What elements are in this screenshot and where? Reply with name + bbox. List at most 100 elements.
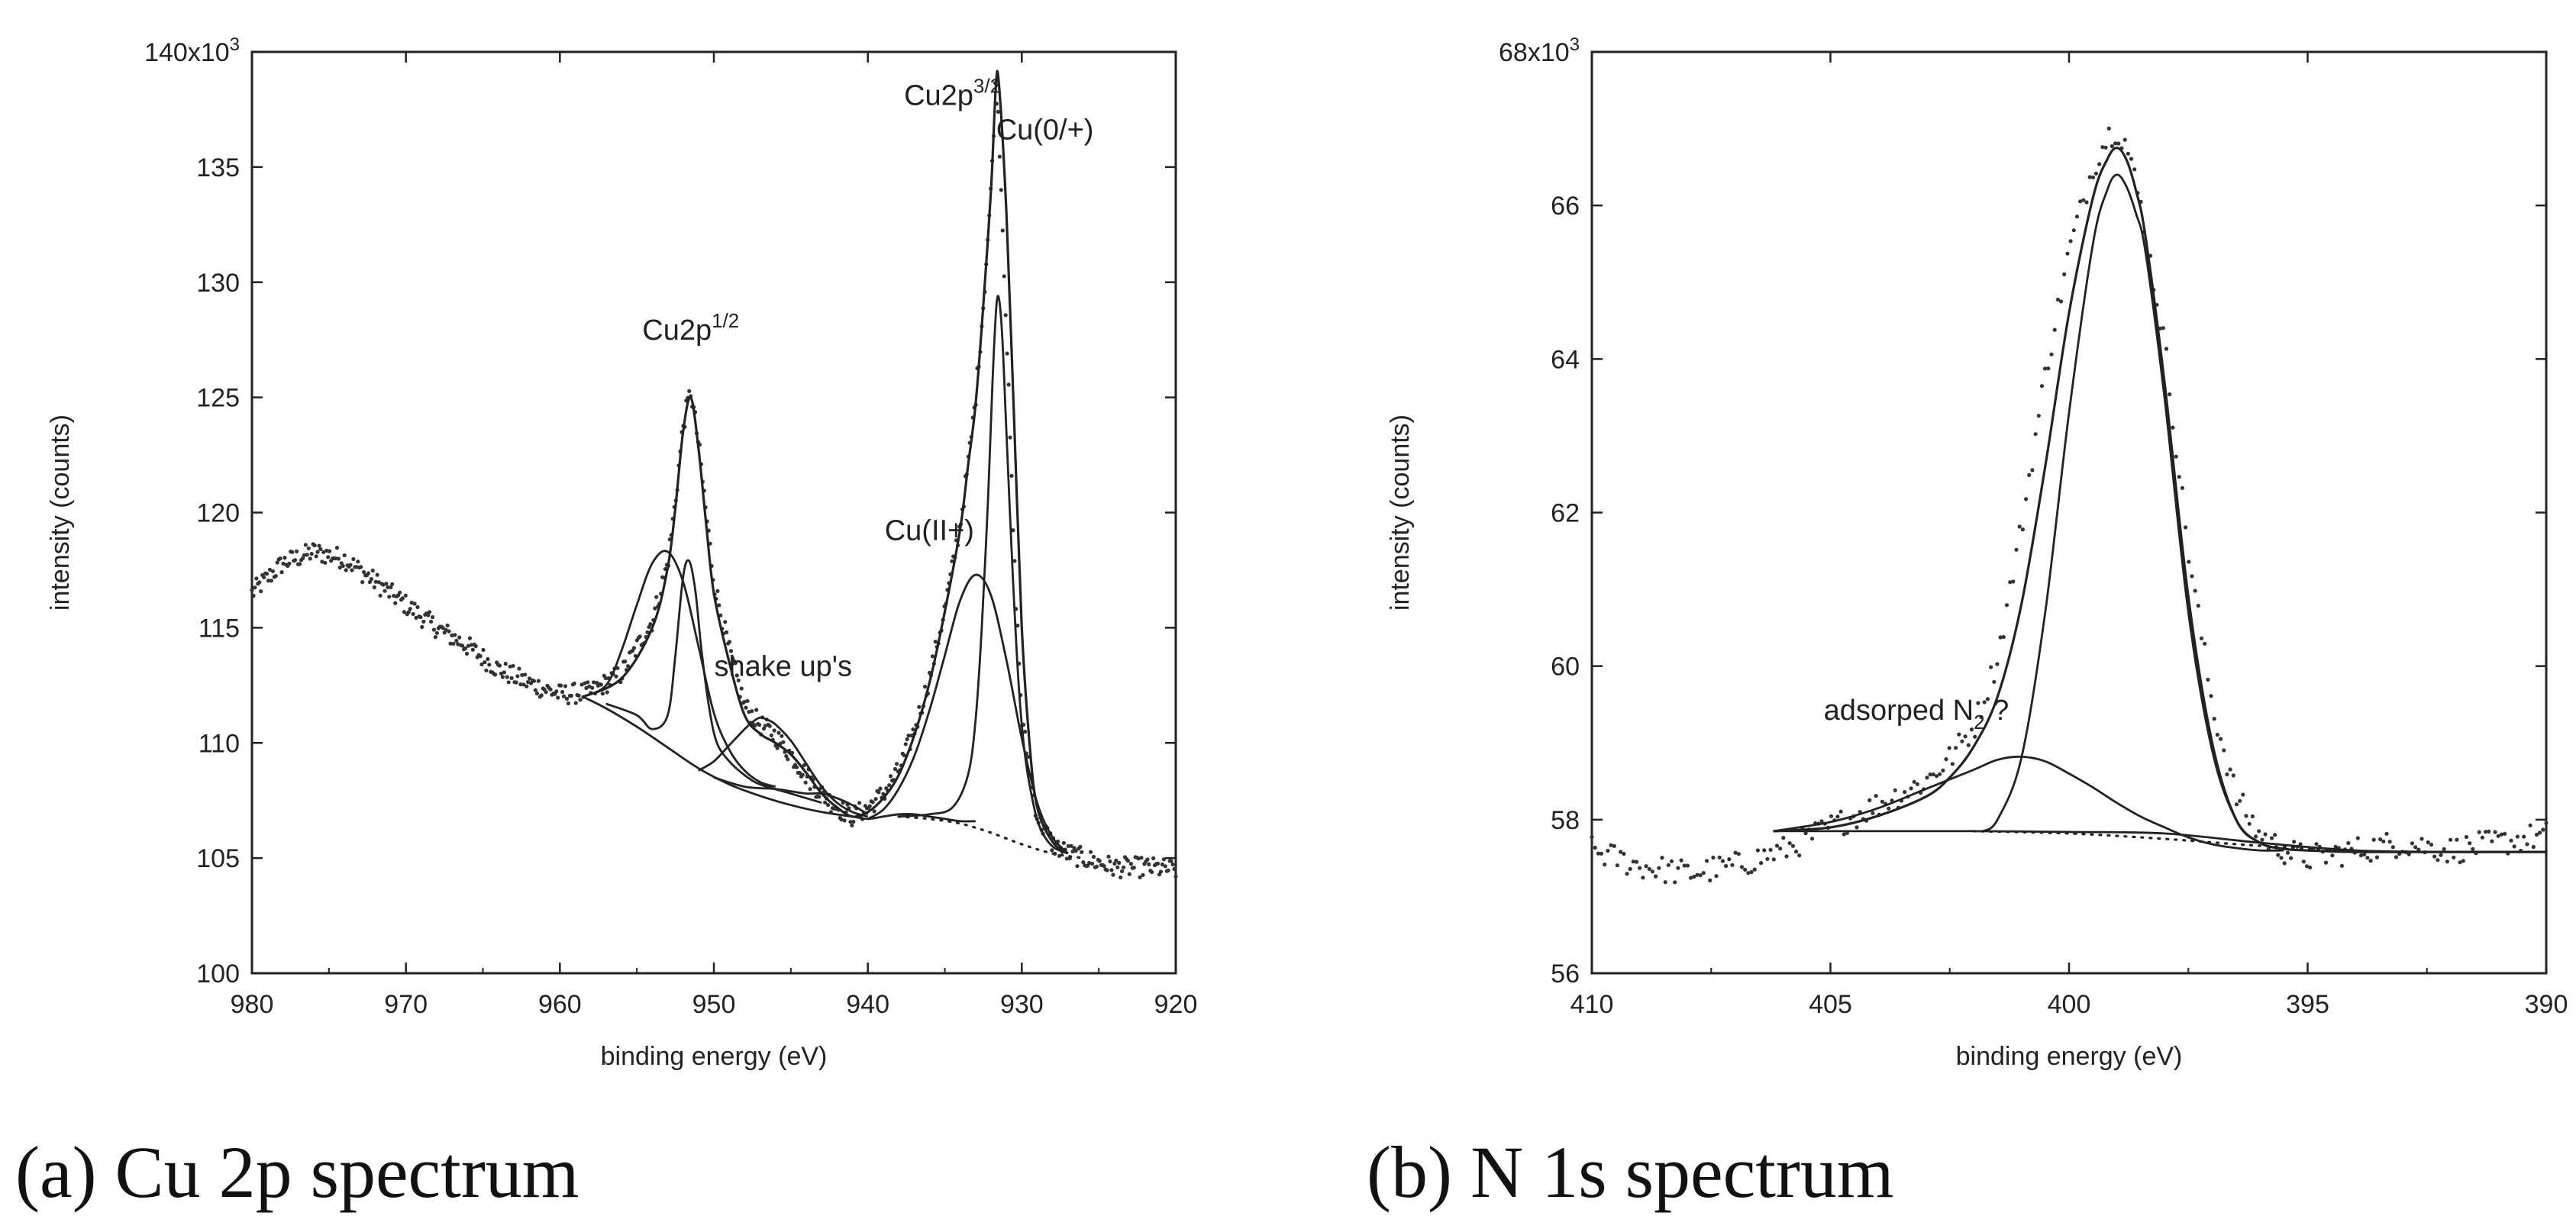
- data-point: [723, 620, 728, 624]
- data-point: [1954, 746, 1958, 750]
- data-point: [390, 582, 395, 586]
- data-point: [2171, 425, 2175, 430]
- data-point: [586, 680, 590, 685]
- data-point: [2081, 198, 2086, 202]
- annotation-label: Cu2p1/2: [642, 309, 739, 347]
- data-point: [408, 607, 412, 611]
- data-point: [505, 675, 509, 679]
- data-point: [1676, 866, 1680, 870]
- data-point: [867, 804, 872, 808]
- data-point: [428, 610, 432, 614]
- data-point: [757, 723, 762, 727]
- data-point: [1755, 848, 1760, 853]
- data-point: [2330, 853, 2335, 858]
- data-point: [469, 643, 474, 647]
- plot-frame: [1590, 50, 2548, 975]
- data-point: [1752, 867, 1757, 872]
- data-point: [614, 674, 618, 679]
- data-point: [1131, 866, 1136, 870]
- data-point: [1931, 772, 1935, 777]
- data-point: [2269, 836, 2274, 840]
- data-point: [2068, 239, 2073, 243]
- data-point: [1660, 856, 1664, 860]
- data-point: [511, 663, 515, 668]
- y-tick-label: 62: [1551, 499, 1580, 528]
- data-point: [1749, 869, 1754, 875]
- data-point: [2480, 835, 2484, 840]
- data-point: [1985, 697, 1990, 701]
- x-tick-label: 970: [384, 990, 428, 1019]
- data-point: [251, 593, 256, 598]
- data-point: [1108, 859, 1112, 864]
- data-point: [2228, 767, 2232, 772]
- data-point: [1615, 863, 1619, 868]
- data-point: [1944, 757, 1948, 762]
- annotation-label: Cu(0/+): [996, 114, 1094, 147]
- data-point: [2161, 326, 2165, 331]
- data-point: [493, 672, 498, 677]
- data-point: [1606, 848, 1610, 853]
- data-point: [463, 646, 468, 651]
- data-point: [742, 699, 747, 705]
- data-point: [2247, 821, 2252, 826]
- data-point: [350, 568, 354, 572]
- data-point: [1762, 848, 1767, 853]
- data-point: [1717, 855, 1722, 859]
- data-point: [1644, 864, 1648, 869]
- series-background: [1773, 830, 2547, 853]
- data-point: [1790, 843, 1795, 848]
- data-point: [383, 589, 387, 593]
- data-point: [2538, 830, 2542, 835]
- data-point: [889, 774, 893, 779]
- data-point: [470, 647, 475, 652]
- data-point: [514, 680, 518, 685]
- data-point: [2250, 814, 2255, 819]
- x-tick-label: 960: [538, 990, 582, 1019]
- series-shakeup-1: [698, 716, 869, 818]
- data-point: [1155, 861, 1160, 866]
- data-point: [1778, 847, 1783, 851]
- data-point: [825, 802, 831, 808]
- data-point: [2036, 414, 2041, 418]
- data-point: [564, 696, 570, 701]
- data-point: [1714, 874, 1719, 879]
- data-point: [2043, 366, 2048, 371]
- data-point: [1000, 228, 1005, 233]
- data-point: [1127, 872, 1131, 876]
- data-point: [370, 568, 375, 573]
- data-point: [587, 684, 592, 689]
- data-point: [1842, 832, 1846, 837]
- data-point: [767, 724, 772, 728]
- data-point: [298, 562, 302, 566]
- data-point: [1075, 864, 1080, 869]
- data-point: [2528, 823, 2532, 827]
- data-point: [544, 690, 548, 695]
- data-point: [1173, 874, 1178, 879]
- data-point: [1061, 840, 1066, 845]
- data-point: [1599, 851, 1604, 856]
- y-tick-label: 110: [199, 729, 240, 758]
- data-point: [648, 622, 653, 627]
- data-point: [1829, 814, 1834, 818]
- data-point: [1663, 880, 1667, 885]
- data-point: [420, 624, 424, 630]
- data-point: [2471, 847, 2475, 851]
- data-point: [2436, 858, 2440, 863]
- data-point: [411, 611, 415, 617]
- data-point: [1650, 869, 1654, 874]
- data-point: [1612, 843, 1616, 848]
- data-point: [2234, 802, 2239, 807]
- data-point: [2381, 839, 2386, 843]
- data-point: [2368, 859, 2373, 863]
- data-point: [429, 619, 434, 624]
- data-point: [1122, 865, 1126, 869]
- y-tick-label: 120: [196, 499, 240, 528]
- data-point: [324, 548, 329, 553]
- data-point: [2461, 859, 2465, 863]
- data-point: [1743, 867, 1748, 872]
- data-point: [517, 666, 521, 671]
- data-point: [334, 546, 339, 550]
- data-point: [842, 818, 847, 823]
- data-point: [1809, 837, 1815, 841]
- data-point: [2074, 214, 2080, 219]
